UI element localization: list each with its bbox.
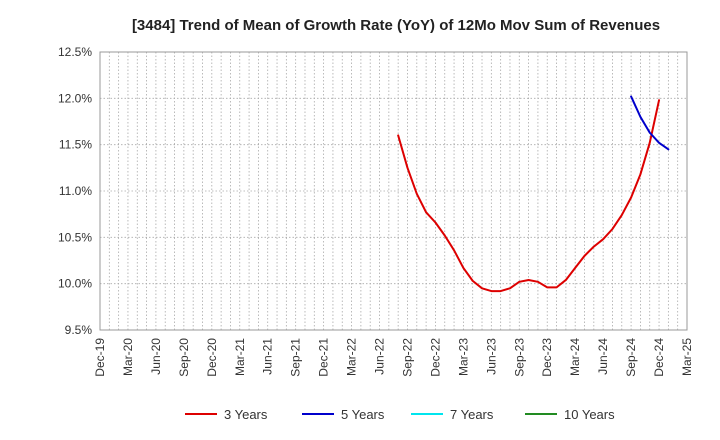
y-tick-label: 12.5% <box>58 45 92 59</box>
x-tick-label: Jun-20 <box>149 338 163 375</box>
x-tick-label: Dec-20 <box>205 338 219 377</box>
x-tick-label: Mar-21 <box>233 338 247 376</box>
y-tick-label: 11.0% <box>59 184 92 198</box>
x-tick-label: Sep-20 <box>177 338 191 377</box>
plot-frame <box>99 51 688 331</box>
x-tick-label: Sep-24 <box>624 338 638 377</box>
x-tick-label: Jun-24 <box>596 338 610 375</box>
x-tick-label: Sep-21 <box>289 338 303 377</box>
x-tick-label: Dec-22 <box>428 338 442 377</box>
x-tick-label: Mar-20 <box>121 338 135 376</box>
x-tick-labels: Dec-19 Mar-20 Jun-20 Sep-20 Dec-20 Mar-21 Jun-… <box>93 338 694 377</box>
series-line-5-years <box>630 95 670 151</box>
x-tick-label: Sep-22 <box>400 338 414 377</box>
y-tick-label: 11.5% <box>59 138 92 152</box>
legend-label-10-years: 10 Years <box>564 407 615 422</box>
y-tick-labels: 9.5% 10.0% 10.5% 11.0% 11.5% 12.0% 12.5% <box>58 45 92 337</box>
x-tick-label: Jun-23 <box>484 338 498 375</box>
x-tick-label: Dec-21 <box>317 338 331 377</box>
y-tick-label: 9.5% <box>65 323 93 337</box>
x-tick-label: Dec-19 <box>93 338 107 377</box>
x-tick-label: Sep-23 <box>512 338 526 377</box>
legend-label-7-years: 7 Years <box>450 407 494 422</box>
x-tick-label: Mar-22 <box>345 338 359 376</box>
axes <box>99 51 688 331</box>
y-tick-label: 10.0% <box>58 277 92 291</box>
x-tick-label: Jun-22 <box>373 338 387 375</box>
y-tick-label: 12.0% <box>58 91 92 105</box>
x-tick-label: Mar-25 <box>680 338 694 376</box>
x-tick-label: Mar-23 <box>456 338 470 376</box>
x-tick-label: Dec-24 <box>652 338 666 377</box>
legend-label-5-years: 5 Years <box>341 407 385 422</box>
legend-label-3-years: 3 Years <box>224 407 268 422</box>
chart-title: [3484] Trend of Mean of Growth Rate (YoY… <box>132 17 660 34</box>
x-tick-label: Jun-21 <box>261 338 275 375</box>
x-tick-label: Dec-23 <box>540 338 554 377</box>
series-line-3-years <box>397 99 661 293</box>
x-tick-label: Mar-24 <box>568 338 582 376</box>
y-tick-label: 10.5% <box>58 230 92 244</box>
legend: 3 Years 5 Years 7 Years 10 Years <box>185 407 615 422</box>
series-lines <box>397 95 670 293</box>
grid <box>100 52 687 330</box>
